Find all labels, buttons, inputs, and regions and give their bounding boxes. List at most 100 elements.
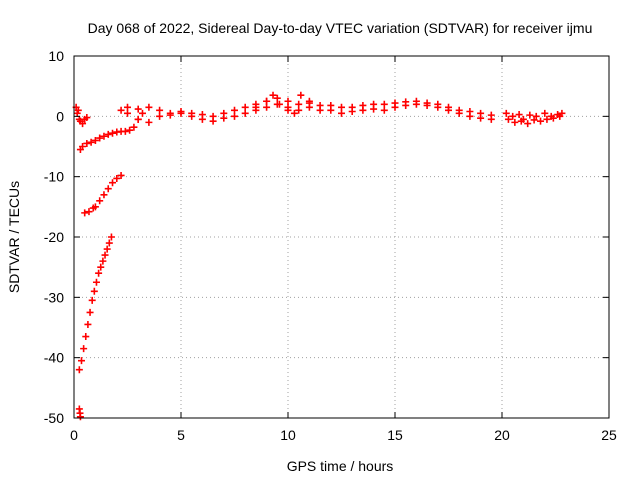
- y-tick-label: -10: [44, 169, 64, 185]
- data-series-7: [252, 91, 313, 117]
- data-point: [101, 251, 109, 259]
- data-point: [359, 106, 367, 114]
- data-point: [113, 174, 121, 182]
- data-point: [263, 103, 271, 111]
- data-point: [252, 103, 260, 111]
- data-point: [82, 333, 90, 341]
- data-point: [423, 101, 431, 109]
- data-point: [77, 357, 85, 365]
- data-point: [124, 109, 131, 117]
- data-point: [124, 103, 131, 111]
- data-series-6: [124, 100, 495, 126]
- x-tick-label: 0: [70, 427, 78, 443]
- data-point: [96, 197, 104, 205]
- data-point: [391, 103, 399, 111]
- data-point: [95, 269, 103, 277]
- data-point: [231, 112, 238, 120]
- data-point: [524, 120, 532, 128]
- data-point: [284, 106, 292, 114]
- data-point: [348, 108, 356, 116]
- data-point: [87, 138, 95, 146]
- data-point: [530, 116, 538, 124]
- data-point: [91, 136, 99, 144]
- data-point: [130, 123, 138, 131]
- y-tick-label: 10: [48, 48, 64, 64]
- data-point: [76, 413, 84, 421]
- y-tick-label: -30: [44, 289, 64, 305]
- data-point: [138, 109, 146, 117]
- data-point: [273, 94, 281, 102]
- data-point: [220, 114, 228, 122]
- y-axis-label: SDTVAR / TECUs: [6, 181, 22, 293]
- data-point: [487, 115, 495, 123]
- data-point: [134, 105, 142, 113]
- data-point: [91, 203, 99, 211]
- data-series-2: [81, 171, 125, 217]
- data-point: [79, 120, 87, 128]
- data-point: [134, 115, 142, 123]
- y-tick-label: -40: [44, 350, 64, 366]
- x-axis-label: GPS time / hours: [287, 458, 394, 474]
- data-point: [75, 366, 83, 374]
- data-point: [188, 112, 196, 120]
- data-point: [241, 103, 249, 111]
- data-point: [79, 143, 87, 150]
- data-point: [83, 114, 91, 122]
- x-tick-label: 10: [280, 427, 296, 443]
- data-point: [402, 101, 410, 109]
- data-point: [231, 106, 238, 114]
- data-point: [295, 106, 303, 114]
- data-point: [338, 109, 345, 117]
- data-point: [84, 320, 92, 328]
- chart-title: Day 068 of 2022, Sidereal Day-to-day VTE…: [88, 20, 593, 36]
- data-point: [145, 118, 153, 126]
- y-tick-label: -50: [44, 410, 64, 426]
- data-point: [434, 103, 442, 111]
- data-point: [517, 117, 525, 125]
- data-point: [92, 278, 100, 286]
- data-point: [327, 106, 335, 114]
- data-point: [305, 103, 313, 111]
- data-point: [380, 100, 388, 108]
- data-point: [166, 111, 174, 119]
- data-point: [241, 109, 249, 117]
- data-point: [263, 97, 271, 105]
- data-point: [549, 114, 557, 122]
- data-point: [537, 117, 545, 125]
- data-point: [275, 100, 283, 108]
- data-point: [88, 296, 96, 304]
- data-point: [297, 91, 305, 99]
- data-point: [109, 129, 117, 137]
- data-point: [81, 209, 89, 217]
- data-point: [99, 257, 107, 265]
- data-point: [209, 117, 217, 125]
- data-point: [105, 239, 113, 247]
- data-point: [109, 179, 117, 187]
- data-point: [284, 97, 292, 105]
- data-point: [477, 114, 485, 122]
- data-point: [532, 112, 540, 120]
- data-point: [107, 233, 115, 241]
- data-point: [502, 109, 510, 117]
- data-points: [72, 91, 566, 421]
- data-point: [455, 109, 463, 117]
- data-point: [83, 139, 91, 147]
- data-point: [511, 118, 519, 126]
- data-point: [305, 97, 313, 105]
- data-point: [526, 111, 534, 119]
- data-point: [556, 112, 564, 120]
- data-point: [80, 345, 88, 353]
- data-point: [86, 308, 94, 316]
- data-point: [104, 185, 112, 193]
- data-point: [466, 112, 474, 120]
- data-series-9: [504, 112, 564, 128]
- data-point: [117, 171, 125, 179]
- data-point: [198, 115, 206, 123]
- x-tick-label: 20: [494, 427, 510, 443]
- data-point: [145, 103, 153, 111]
- data-point: [104, 130, 112, 138]
- y-tick-label: -20: [44, 229, 64, 245]
